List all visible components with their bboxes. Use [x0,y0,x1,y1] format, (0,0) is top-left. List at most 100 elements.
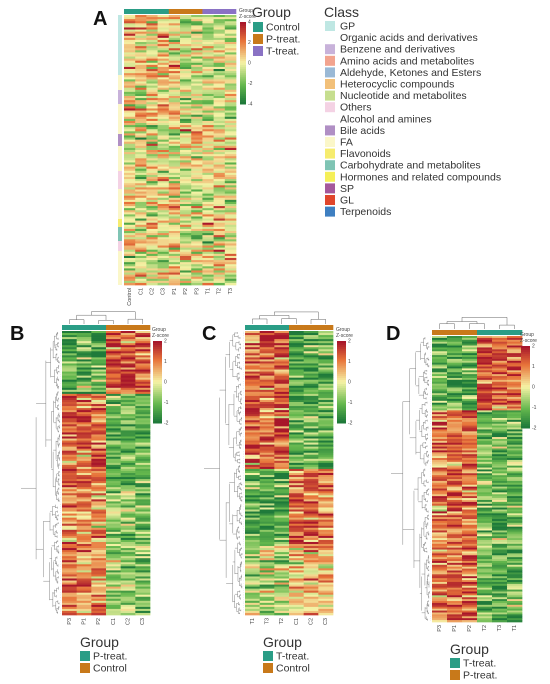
heatmap-cell [135,596,151,600]
heatmap-cell [135,75,147,78]
heatmap-cell [477,601,493,604]
heatmap-cell [157,29,170,32]
heatmap-cell [202,197,214,201]
heatmap-cell [245,422,261,425]
heatmap-cell [245,564,261,567]
heatmap-cell [318,501,334,504]
heatmap-cell [191,133,203,136]
heatmap-cell [180,87,192,91]
heatmap-cell [180,206,192,209]
heatmap-cell [492,450,508,453]
heatmap-cell [157,258,170,261]
heatmap-cell [507,454,523,457]
heatmap-cell [120,371,136,374]
heatmap-cell [76,424,92,427]
heatmap-cell [76,345,92,348]
heatmap-cell [303,452,319,456]
heatmap-cell [168,39,181,43]
heatmap-cell [477,437,493,440]
heatmap-cell [124,179,136,182]
heatmap-cell [507,477,523,480]
heatmap-cell [157,25,170,28]
heatmap-cell [462,494,478,497]
heatmap-cell [146,100,158,103]
heatmap-cell [507,572,523,575]
heatmap-cell [157,224,170,228]
heatmap-cell [477,465,493,468]
heatmap-cell [224,118,237,122]
heatmap-cell [135,568,151,571]
heatmap-cell [462,519,478,522]
heatmap-cell [168,193,181,197]
heatmap-cell [274,576,290,579]
heatmap-cell [135,529,151,533]
heatmap-cell [213,118,226,122]
heatmap-cell [213,170,226,174]
heatmap-cell [303,608,319,612]
heatmap-cell [146,83,158,86]
heatmap-cell [462,398,478,402]
heatmap-cell [492,410,508,413]
heatmap-cell [447,599,463,602]
heatmap-cell [76,544,92,547]
heatmap-cell [245,379,261,383]
heatmap-cell [191,235,203,238]
heatmap-cell [135,46,147,49]
heatmap-cell [168,222,181,226]
heatmap-cell [62,527,78,531]
group-legend-label: T-treat. [463,658,496,670]
colorbar-tick: 0 [248,61,251,67]
heatmap-cell [135,373,151,376]
heatmap-cell [447,595,463,598]
heatmap-cell [318,361,334,364]
heatmap-cell [146,199,158,203]
heatmap-cell [492,572,508,575]
heatmap-cell [62,444,78,447]
heatmap-cell [168,266,181,269]
heatmap-cell [492,597,508,600]
heatmap-cell [91,519,107,523]
heatmap-cell [91,353,107,356]
heatmap-cell [213,29,226,32]
heatmap-cell [259,525,275,529]
heatmap-cell [120,416,136,419]
heatmap-cell [135,446,151,450]
heatmap-cell [146,172,158,176]
heatmap-cell [146,69,158,72]
heatmap-cell [76,389,92,393]
heatmap-cell [259,391,275,395]
heatmap-cell [157,282,170,286]
heatmap-cell [120,612,136,616]
heatmap-cell [303,381,319,385]
heatmap-cell [462,349,478,352]
heatmap-cell [432,400,448,404]
heatmap-cell [507,601,523,604]
heatmap-cell [135,513,151,516]
heatmap-cell [91,359,107,362]
heatmap-cell [318,576,334,579]
heatmap-cell [213,264,226,267]
heatmap-cell [318,525,334,529]
heatmap-cell [146,245,158,248]
heatmap-cell [168,79,181,82]
heatmap-cell [120,539,136,543]
heatmap-cell [157,262,170,265]
heatmap-cell [224,177,237,180]
heatmap-cell [180,129,192,132]
heatmap-cell [202,235,214,238]
heatmap-cell [213,245,226,248]
heatmap-cell [289,399,305,403]
colorbar-tick: 1 [164,359,167,365]
heatmap-cell [146,98,158,101]
heatmap-cell [507,404,523,407]
heatmap-cell [477,534,493,537]
heatmap-cell [76,410,92,413]
heatmap-cell [492,610,508,613]
heatmap-cell [124,91,136,95]
heatmap-cell [191,231,203,234]
heatmap-cell [62,535,78,539]
heatmap-cell [462,612,478,615]
heatmap-cell [91,446,107,450]
heatmap-cell [146,179,158,182]
heatmap-cell [180,243,192,246]
